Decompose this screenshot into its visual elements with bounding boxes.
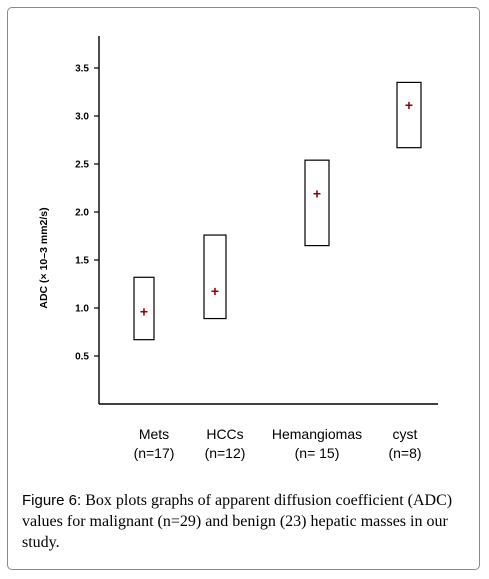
x-sublabel-hemangiomas: (n= 15) — [295, 445, 340, 461]
x-sublabel-hccs: (n=12) — [205, 445, 246, 461]
box-mets — [133, 276, 155, 341]
y-tick-label: 0.5 — [75, 352, 89, 363]
x-label-cyst: cyst — [393, 426, 418, 442]
mean-marker-mets: + — [140, 303, 148, 319]
box-cyst — [396, 81, 422, 149]
y-tick-label: 1.5 — [75, 256, 89, 267]
x-axis-labels: Mets (n=17) HCCs (n=12) Hemangiomas (n= 15) cy… — [134, 426, 422, 461]
y-tick-label: 3.0 — [75, 112, 89, 123]
mean-marker-cyst: + — [405, 97, 413, 113]
y-axis-ticks: 0.5 1.0 1.5 2.0 2.5 3.0 3.5 — [75, 64, 99, 363]
y-axis-label: ADC (× 10–3 mm2/s) — [38, 207, 50, 308]
y-tick-label: 2.0 — [75, 208, 89, 219]
x-label-hccs: HCCs — [206, 426, 243, 442]
box-plot-chart: 0.5 1.0 1.5 2.0 2.5 3.0 3.5 + + + + Mets (n=17) HCC… — [38, 36, 438, 461]
mean-marker-hemangiomas: + — [313, 185, 321, 201]
y-tick-label: 2.5 — [75, 160, 89, 171]
mean-marker-hccs: + — [211, 283, 219, 299]
figure-label: Figure 6: — [22, 492, 82, 509]
chart-axes — [98, 36, 438, 405]
y-tick-label: 1.0 — [75, 304, 89, 315]
x-label-mets: Mets — [139, 426, 169, 442]
chart-boxes: + + + + — [133, 81, 422, 341]
x-label-hemangiomas: Hemangiomas — [272, 426, 362, 442]
box-hccs — [203, 234, 227, 320]
figure-caption-text: Box plots graphs of apparent diffusion c… — [22, 492, 453, 551]
x-sublabel-mets: (n=17) — [134, 445, 175, 461]
figure-frame — [7, 7, 480, 570]
figure-caption: Figure 6: Box plots graphs of apparent d… — [22, 490, 472, 553]
y-tick-label: 3.5 — [75, 64, 89, 75]
box-hemangiomas — [304, 159, 330, 247]
x-sublabel-cyst: (n=8) — [388, 445, 421, 461]
